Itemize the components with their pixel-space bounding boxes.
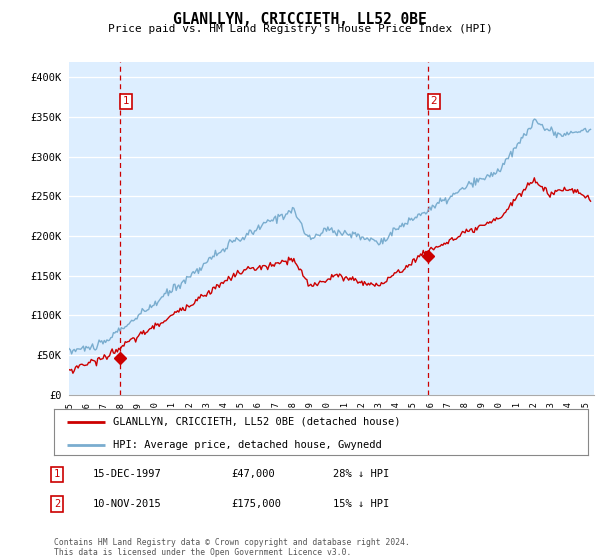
Text: 2: 2	[54, 499, 60, 509]
Text: £47,000: £47,000	[231, 469, 275, 479]
Text: Price paid vs. HM Land Registry's House Price Index (HPI): Price paid vs. HM Land Registry's House …	[107, 24, 493, 34]
Text: 15% ↓ HPI: 15% ↓ HPI	[333, 499, 389, 509]
Text: 1: 1	[54, 469, 60, 479]
Text: GLANLLYN, CRICCIETH, LL52 0BE: GLANLLYN, CRICCIETH, LL52 0BE	[173, 12, 427, 27]
Text: 15-DEC-1997: 15-DEC-1997	[93, 469, 162, 479]
Text: HPI: Average price, detached house, Gwynedd: HPI: Average price, detached house, Gwyn…	[113, 440, 382, 450]
Text: Contains HM Land Registry data © Crown copyright and database right 2024.
This d: Contains HM Land Registry data © Crown c…	[54, 538, 410, 557]
Text: £175,000: £175,000	[231, 499, 281, 509]
Text: 10-NOV-2015: 10-NOV-2015	[93, 499, 162, 509]
Text: 1: 1	[122, 96, 129, 106]
Text: 28% ↓ HPI: 28% ↓ HPI	[333, 469, 389, 479]
Text: GLANLLYN, CRICCIETH, LL52 0BE (detached house): GLANLLYN, CRICCIETH, LL52 0BE (detached …	[113, 417, 400, 427]
Text: 2: 2	[431, 96, 437, 106]
